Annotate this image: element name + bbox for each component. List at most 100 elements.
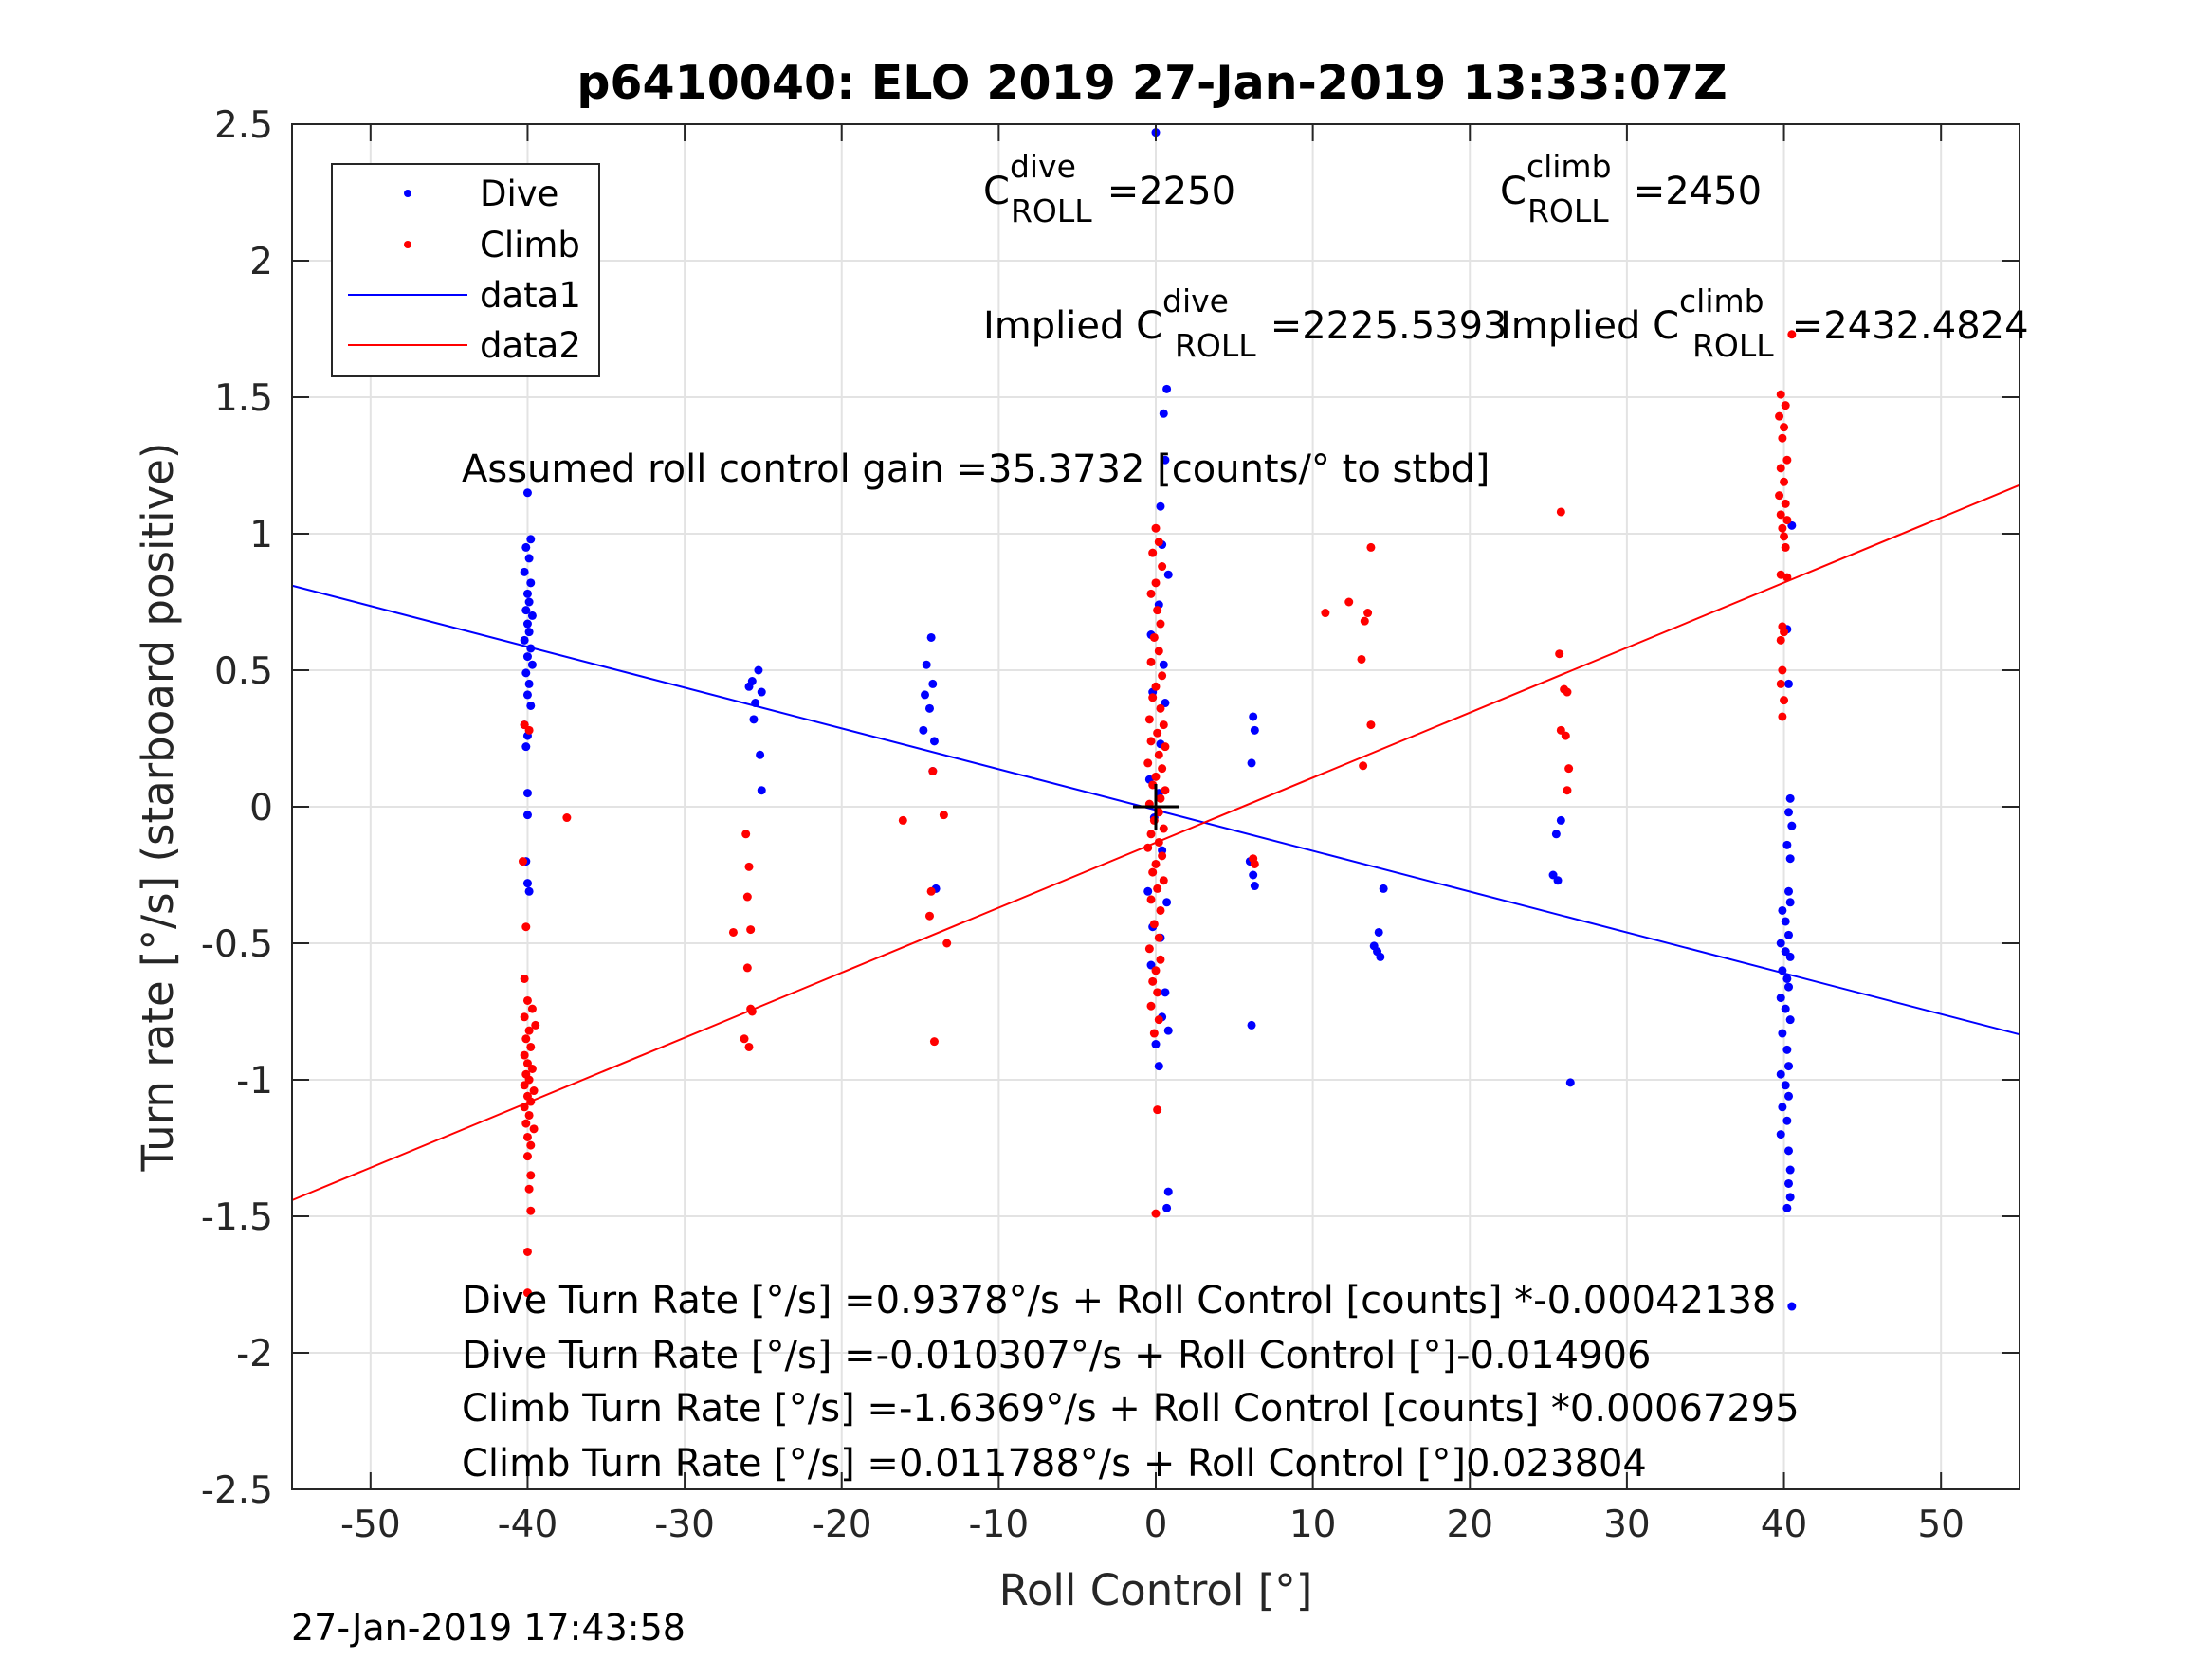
dive-point [526, 701, 536, 710]
dive-point [1781, 1081, 1790, 1090]
climb-point [741, 830, 751, 839]
climb-point [1780, 696, 1789, 705]
climb-point [531, 1020, 540, 1030]
climb-point [1158, 562, 1167, 572]
climb-point [928, 767, 938, 776]
dive-point [1778, 905, 1787, 915]
annotation-fit-2: Dive Turn Rate [°/s] =-0.010307°/s + Rol… [462, 1334, 1651, 1377]
climb-point [522, 1152, 532, 1161]
implied-climb-sup: climb [1679, 283, 1764, 319]
dive-point [1161, 988, 1170, 997]
legend-dive-label: Dive [480, 173, 558, 214]
x-tick-label: -10 [969, 1504, 1030, 1546]
dive-point [1785, 1015, 1795, 1025]
dive-point [928, 679, 938, 688]
climb-point [740, 1034, 749, 1044]
dive-point [1565, 1078, 1575, 1087]
climb-point [1555, 649, 1564, 659]
x-tick-label: 20 [1446, 1504, 1493, 1546]
chart-title: p6410040: ELO 2019 27-Jan-2019 13:33:07Z [576, 56, 1727, 110]
climb-point [1781, 499, 1790, 508]
climb-point [1146, 830, 1156, 839]
climb-point [1776, 464, 1785, 473]
c-dive-sup: dive [1010, 148, 1076, 185]
x-tick-label: 0 [1144, 1504, 1168, 1546]
climb-point [942, 939, 952, 948]
annotation-c-dive: Cdive ROLL =2250 [983, 148, 1235, 229]
dive-point [757, 687, 766, 697]
climb-point [1144, 715, 1154, 724]
climb-point [1158, 851, 1167, 861]
climb-point [1775, 491, 1784, 501]
dive-point [527, 611, 537, 620]
climb-point [728, 927, 738, 937]
climb-point [1159, 720, 1168, 730]
dive-point [1787, 821, 1797, 830]
dive-point [1778, 966, 1787, 975]
climb-point [1153, 988, 1162, 997]
c-dive-sub: ROLL [1011, 192, 1092, 229]
annotation-gain: Assumed roll control gain =35.3732 [coun… [462, 447, 1490, 491]
dive-point [1249, 870, 1258, 880]
y-tick-label: 0.5 [214, 650, 273, 693]
legend: Dive Climb data1 data2 [331, 163, 600, 377]
dive-point [1247, 1020, 1256, 1030]
climb-point [1563, 786, 1572, 795]
dive-point [1163, 1026, 1173, 1035]
dive-point [1156, 501, 1165, 511]
dive-point [1376, 952, 1385, 961]
climb-point [1144, 944, 1154, 954]
dive-point [527, 660, 537, 669]
climb-point [524, 725, 534, 735]
climb-point [522, 1247, 532, 1256]
x-tick-label: 30 [1603, 1504, 1651, 1546]
dive-point [1250, 725, 1259, 735]
dive-point [744, 682, 754, 691]
climb-point [526, 1097, 536, 1106]
c-dive-prefix: C [983, 170, 1010, 213]
dive-point [524, 886, 534, 896]
climb-point [744, 1042, 754, 1051]
climb-point [898, 815, 907, 825]
climb-point [1564, 764, 1574, 774]
dive-point [1785, 898, 1795, 907]
implied-dive-sub: ROLL [1175, 327, 1256, 364]
climb-point [1366, 720, 1376, 730]
x-tick-label: -30 [654, 1504, 715, 1546]
x-tick-label: 10 [1289, 1504, 1337, 1546]
climb-point [1151, 682, 1161, 691]
climb-point [1154, 1015, 1163, 1025]
annotation-implied-dive: Implied Cdive ROLL =2225.5393 [983, 283, 1508, 364]
climb-point [524, 1184, 534, 1194]
dive-point [526, 578, 536, 588]
dive-point [1785, 793, 1795, 803]
climb-point [742, 892, 752, 902]
climb-point [1151, 578, 1161, 588]
dive-point [522, 619, 532, 629]
y-tick-label: -2 [236, 1333, 273, 1376]
dive-point [1782, 1045, 1792, 1054]
dive-point [1247, 758, 1256, 768]
annotation-fit-3: Climb Turn Rate [°/s] =-1.6369°/s + Roll… [462, 1387, 1800, 1431]
annotation-implied-climb: Implied Cclimb ROLL =2432.4824 [1500, 283, 2029, 364]
annotation-fit-4: Climb Turn Rate [°/s] =0.011788°/s + Rol… [462, 1442, 1647, 1486]
dive-point [1553, 876, 1563, 885]
climb-point [1154, 647, 1163, 656]
dive-point [1784, 1091, 1794, 1101]
climb-point [1153, 884, 1162, 893]
dive-point [1161, 455, 1170, 465]
dive-point [1784, 930, 1794, 939]
climb-point [1153, 1105, 1162, 1115]
dive-point [1249, 712, 1258, 721]
x-tick-label: 50 [1917, 1504, 1965, 1546]
y-tick-label: 2 [249, 241, 273, 283]
climb-point [1154, 933, 1163, 942]
implied-climb-prefix: Implied C [1500, 304, 1679, 348]
y-tick-label: 2.5 [214, 104, 273, 147]
dive-point [1781, 917, 1790, 926]
climb-point [526, 1140, 536, 1150]
dive-point [749, 715, 759, 724]
climb-point [1775, 411, 1784, 421]
x-tick-label: -20 [812, 1504, 872, 1546]
climb-point [1778, 523, 1787, 533]
